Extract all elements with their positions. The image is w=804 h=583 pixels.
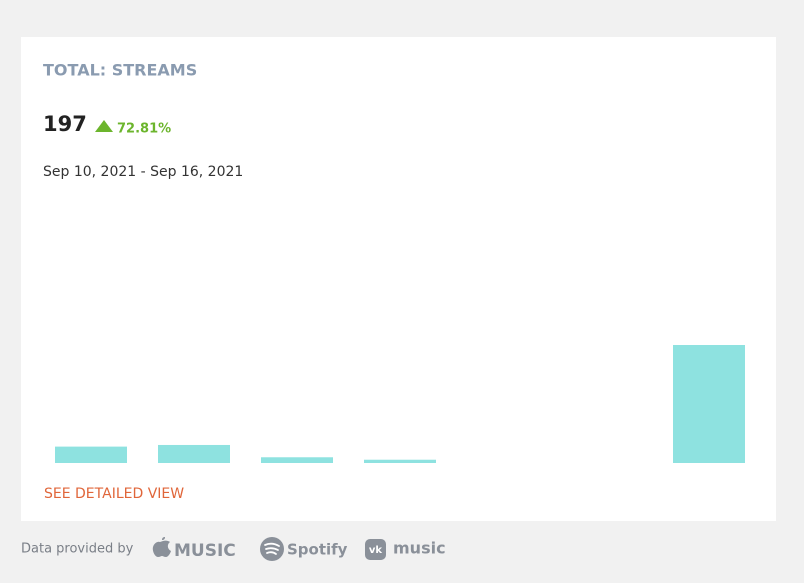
card-title: TOTAL: STREAMS: [43, 61, 197, 80]
footer-label: Data provided by: [21, 542, 134, 557]
bar: [364, 459, 436, 463]
change: 72.81%: [117, 122, 171, 137]
bar: [261, 457, 333, 463]
spotify-logo: Spotify: [260, 537, 348, 561]
spotify-waves: [264, 542, 280, 555]
vk-music-logo: vk music: [365, 539, 446, 560]
bar-chart: [55, 345, 745, 463]
bar: [158, 444, 230, 463]
provider: MUSIC: [174, 541, 236, 561]
provider: music: [393, 539, 446, 558]
bar: [55, 446, 127, 463]
period: Sep 10, 2021 - Sep 16, 2021: [43, 164, 243, 180]
vk-icon: [365, 539, 386, 560]
detail-link[interactable]: SEE DETAILED VIEW: [44, 486, 184, 502]
vk-glyph: vk: [369, 545, 383, 556]
apple-music-logo: MUSIC: [152, 537, 236, 561]
up-arrow: [95, 120, 113, 132]
bar: [673, 345, 745, 463]
card: [21, 37, 776, 521]
provider: Spotify: [287, 541, 348, 559]
total: 197: [43, 112, 87, 136]
apple-icon: [152, 537, 171, 557]
